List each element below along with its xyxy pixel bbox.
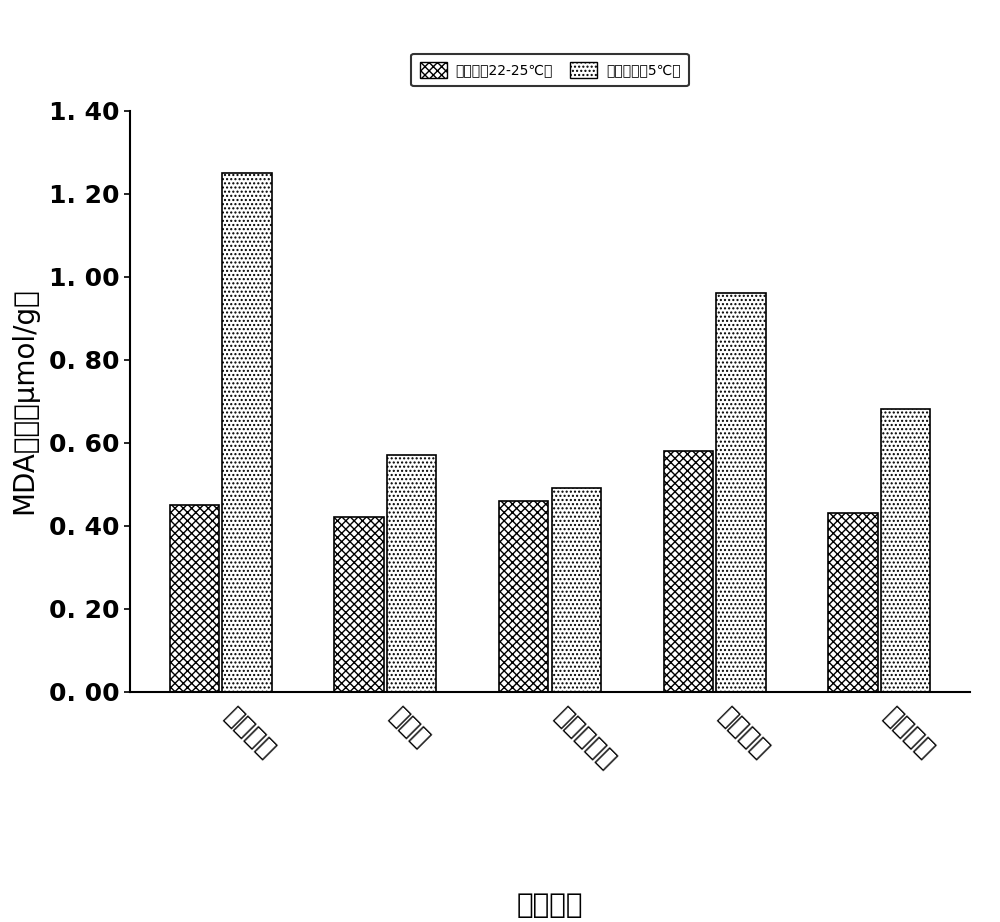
Bar	[334, 517, 384, 692]
Bar	[828, 513, 878, 692]
Y-axis label: MDA含量（μmol/g）: MDA含量（μmol/g）	[10, 288, 38, 514]
Bar	[552, 489, 601, 692]
Legend: 对照组（22-25℃）, 低温处理（5℃）: 对照组（22-25℃）, 低温处理（5℃）	[411, 53, 689, 87]
Bar	[222, 173, 272, 692]
Bar	[170, 505, 219, 692]
Bar	[881, 409, 930, 692]
Bar	[716, 293, 766, 692]
X-axis label: 茄子品种: 茄子品种	[517, 892, 583, 919]
Bar	[387, 455, 436, 692]
Bar	[499, 501, 548, 692]
Bar	[664, 451, 713, 692]
